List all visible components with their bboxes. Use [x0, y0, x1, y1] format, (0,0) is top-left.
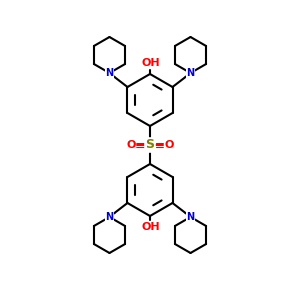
Text: O: O — [164, 140, 174, 150]
Text: OH: OH — [142, 58, 160, 68]
Text: N: N — [187, 68, 195, 78]
Text: N: N — [105, 212, 113, 222]
Text: N: N — [105, 68, 113, 78]
Text: OH: OH — [142, 222, 160, 232]
Text: S: S — [146, 139, 154, 152]
Text: N: N — [187, 212, 195, 222]
Text: O: O — [126, 140, 136, 150]
